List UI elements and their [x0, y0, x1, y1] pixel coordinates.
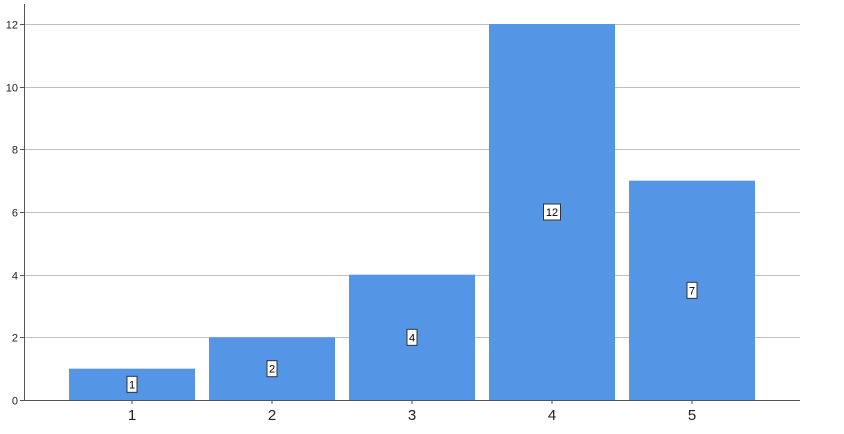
x-tick-label: 2: [268, 407, 276, 424]
x-tick-label: 5: [688, 407, 696, 424]
data-label-box: [686, 281, 698, 299]
data-label-text: 1: [129, 379, 135, 391]
y-tick-label: 4: [12, 271, 18, 283]
data-label-box: [543, 203, 561, 221]
y-tick-label: 2: [12, 333, 18, 345]
data-label-1: 1: [126, 375, 138, 393]
data-label-4: 12: [543, 203, 561, 221]
axes: [20, 4, 800, 404]
x-tick-labels: 1 2 3 4 5: [128, 407, 696, 424]
data-label-5: 7: [686, 281, 698, 299]
data-label-text: 4: [409, 332, 415, 344]
y-tick-label: 10: [6, 83, 18, 95]
data-label-3: 4: [406, 328, 418, 346]
y-tick-label: 6: [12, 208, 18, 220]
data-label-box: [266, 360, 278, 378]
x-tick-label: 1: [128, 407, 136, 424]
x-tick-label: 3: [408, 407, 416, 424]
data-label-text: 12: [546, 207, 558, 219]
data-label-box: [126, 375, 138, 393]
data-label-2: 2: [266, 360, 278, 378]
data-label-text: 2: [269, 364, 275, 376]
x-tick-label: 4: [548, 407, 556, 424]
data-label-text: 7: [689, 285, 695, 297]
y-tick-label: 0: [12, 396, 18, 408]
y-tick-label: 8: [12, 145, 18, 157]
y-tick-label: 12: [6, 20, 18, 32]
y-tick-labels: 0 2 4 6 8 10 12: [6, 20, 18, 408]
data-label-box: [406, 328, 418, 346]
